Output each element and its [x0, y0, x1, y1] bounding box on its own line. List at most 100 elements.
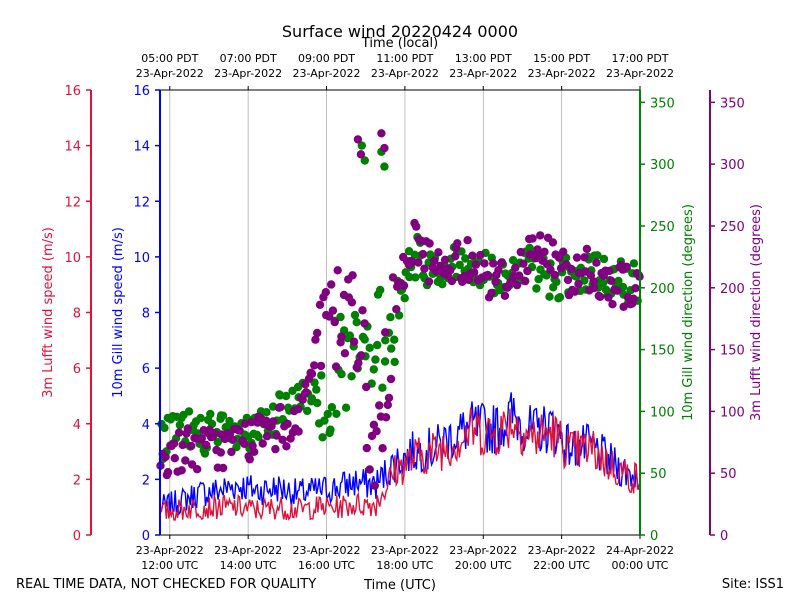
direction-point — [178, 440, 187, 450]
y-tick-label: 350 — [650, 96, 675, 111]
x-tick-label-date: 23-Apr-2022 — [528, 544, 596, 557]
direction-point — [303, 406, 312, 416]
direction-point — [378, 383, 387, 392]
direction-point — [491, 277, 500, 286]
direction-point — [605, 266, 614, 276]
direction-point — [337, 332, 346, 341]
direction-point — [327, 280, 336, 289]
direction-point — [425, 239, 434, 248]
x-tick-label-date: 23-Apr-2022 — [136, 544, 204, 557]
direction-point — [357, 141, 366, 150]
direction-point — [525, 243, 534, 253]
y-tick-label: 150 — [650, 344, 675, 359]
direction-point — [328, 306, 338, 315]
direction-point — [516, 247, 525, 257]
direction-point — [161, 452, 170, 462]
direction-point — [519, 259, 528, 268]
direction-point — [196, 413, 205, 423]
direction-point — [298, 395, 307, 404]
direction-point — [420, 264, 429, 273]
direction-point — [559, 247, 568, 256]
direction-point — [283, 419, 292, 429]
direction-point — [193, 465, 202, 474]
3m-lufft-wind-speed-line — [159, 407, 641, 521]
data-layer — [156, 129, 644, 521]
x-tick-label-date: 23-Apr-2022 — [293, 544, 361, 557]
y-tick-label: 4 — [142, 418, 150, 433]
direction-point — [352, 318, 361, 327]
y-tick-label: 14 — [133, 140, 150, 155]
direction-point — [354, 358, 363, 368]
top-tick-label-date: 23-Apr-2022 — [214, 67, 282, 80]
x-tick-label-date: 24-Apr-2022 — [606, 544, 674, 557]
top-tick-label-time: 15:00 PDT — [533, 52, 590, 65]
direction-point — [384, 393, 394, 403]
direction-point — [175, 420, 185, 430]
y-tick-label: 4 — [73, 418, 81, 433]
direction-point — [381, 413, 391, 422]
direction-point — [235, 426, 244, 435]
direction-point — [197, 434, 206, 443]
direction-point — [381, 336, 390, 345]
direction-point — [589, 277, 598, 286]
direction-point — [545, 292, 554, 301]
direction-point — [327, 403, 337, 412]
direction-point — [307, 369, 317, 378]
direction-point — [521, 276, 530, 286]
top-axis-label: Time (local) — [361, 36, 438, 51]
direction-point — [340, 349, 350, 358]
direction-point — [595, 292, 605, 301]
direction-point — [570, 287, 580, 296]
direction-point — [447, 276, 457, 286]
direction-point — [184, 407, 194, 416]
direction-point — [372, 427, 381, 436]
direction-point — [216, 448, 225, 457]
y-tick-label: 6 — [73, 362, 81, 377]
direction-point — [619, 302, 628, 311]
direction-point — [318, 433, 327, 442]
direction-point — [387, 344, 396, 353]
direction-point — [358, 306, 367, 315]
chart-title: Surface wind 20220424 0000 — [282, 22, 518, 41]
y-tick-label: 250 — [720, 220, 745, 235]
direction-point — [362, 382, 371, 392]
direction-point — [604, 293, 613, 302]
x-tick-label-time: 00:00 UTC — [611, 559, 668, 572]
direction-point — [330, 317, 339, 327]
direction-point — [326, 425, 335, 434]
x-axis-label: Time (UTC) — [363, 578, 436, 593]
direction-point — [365, 465, 374, 474]
x-tick-label-time: 22:00 UTC — [533, 559, 590, 572]
direction-point — [552, 277, 561, 287]
direction-point — [589, 283, 599, 293]
direction-point — [388, 273, 398, 282]
x-tick-label-date: 23-Apr-2022 — [214, 544, 282, 557]
direction-point — [381, 328, 390, 337]
direction-point — [375, 401, 384, 410]
direction-point — [262, 408, 271, 417]
y-tick-label: 0 — [73, 529, 81, 544]
direction-point — [282, 442, 291, 451]
gill-speed-axis-label: 10m Gill wind speed (m/s) — [111, 227, 126, 398]
direction-point — [373, 340, 382, 350]
lufft-direction-axis-label: 3m Lufft wind direction (degrees) — [749, 204, 764, 421]
direction-point — [317, 371, 326, 380]
direction-point — [582, 244, 592, 254]
direction-point — [629, 259, 639, 268]
x-tick-label-date: 23-Apr-2022 — [371, 544, 439, 557]
y-tick-label: 150 — [720, 344, 745, 359]
gill-direction-axis: 0 50 100 150 200 250 300 350 10m Gill wind direc… — [639, 90, 696, 544]
direction-point — [269, 417, 278, 426]
direction-point — [567, 264, 576, 274]
direction-point — [169, 439, 179, 448]
top-tick-label-time: 05:00 PDT — [141, 52, 198, 65]
axes-layer: 23-Apr-2022 12:00 UTC 23-Apr-2022 14:00 UTC… — [41, 52, 764, 572]
direction-point — [390, 357, 399, 367]
direction-point — [311, 335, 320, 344]
direction-point — [276, 402, 285, 412]
direction-point — [461, 254, 470, 263]
direction-point — [272, 431, 281, 440]
direction-point — [341, 403, 351, 412]
y-tick-label: 300 — [720, 158, 745, 173]
